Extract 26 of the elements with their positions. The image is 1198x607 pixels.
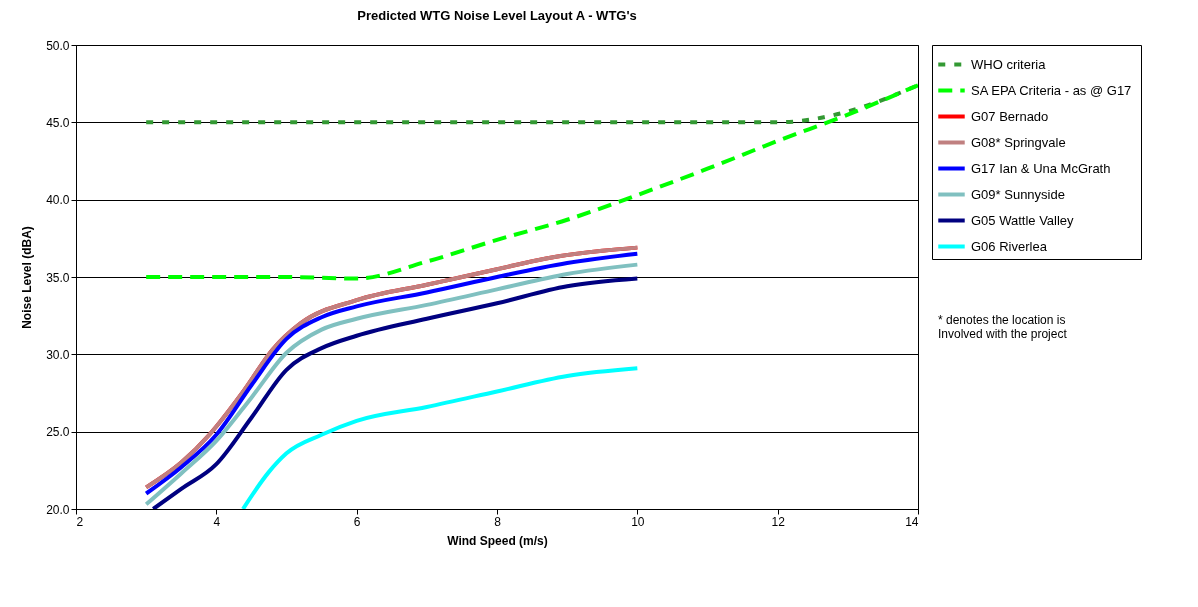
- y-tick-label: 20.0: [46, 502, 70, 517]
- y-tick-label: 30.0: [46, 347, 70, 362]
- legend-label: G09* Sunnyside: [971, 186, 1065, 202]
- x-tick-label: 10: [631, 514, 645, 529]
- chart-title: Predicted WTG Noise Level Layout A - WTG's: [357, 8, 637, 23]
- x-tick-label: 2: [76, 514, 84, 529]
- x-tick-label: 14: [905, 514, 919, 529]
- legend-label: G17 Ian & Una McGrath: [971, 160, 1111, 176]
- x-tick-label: 6: [353, 514, 361, 529]
- y-tick-label: 25.0: [46, 425, 70, 440]
- y-tick-label: 45.0: [46, 115, 70, 130]
- legend-label: G08* Springvale: [971, 134, 1066, 150]
- x-tick-label: 8: [494, 514, 502, 529]
- legend-label: SA EPA Criteria - as @ G17: [971, 82, 1132, 98]
- legend-label: G07 Bernado: [971, 108, 1049, 124]
- x-tick-label: 12: [771, 514, 786, 529]
- y-tick-label: 50.0: [46, 38, 70, 53]
- y-tick-label: 35.0: [46, 270, 70, 285]
- x-axis-title: Wind Speed (m/s): [447, 533, 548, 548]
- y-tick-label: 40.0: [46, 193, 70, 208]
- x-tick-label: 4: [213, 514, 221, 529]
- text: * denotes the location is Involved with the project: [938, 313, 1068, 341]
- y-axis-title: Noise Level (dBA): [20, 226, 35, 329]
- legend-label: WHO criteria: [971, 56, 1047, 72]
- legend-label: G06 Riverlea: [971, 238, 1048, 254]
- legend-label: G05 Wattle Valley: [971, 212, 1075, 228]
